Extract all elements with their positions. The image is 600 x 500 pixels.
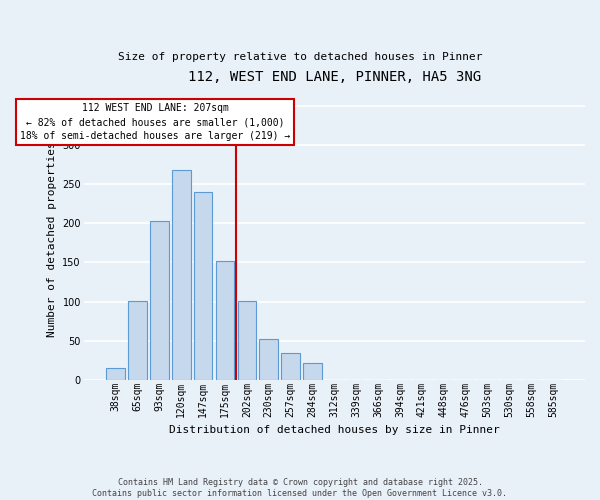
Bar <box>216 261 235 380</box>
Text: 112 WEST END LANE: 207sqm
← 82% of detached houses are smaller (1,000)
18% of se: 112 WEST END LANE: 207sqm ← 82% of detac… <box>20 104 290 142</box>
Text: Contains HM Land Registry data © Crown copyright and database right 2025.
Contai: Contains HM Land Registry data © Crown c… <box>92 478 508 498</box>
Bar <box>259 339 278 380</box>
Text: Size of property relative to detached houses in Pinner: Size of property relative to detached ho… <box>118 52 482 62</box>
X-axis label: Distribution of detached houses by size in Pinner: Distribution of detached houses by size … <box>169 425 500 435</box>
Bar <box>238 301 256 380</box>
Bar <box>106 368 125 380</box>
Bar <box>172 170 191 380</box>
Bar <box>281 352 300 380</box>
Bar <box>194 192 212 380</box>
Bar <box>150 221 169 380</box>
Bar <box>128 301 147 380</box>
Title: 112, WEST END LANE, PINNER, HA5 3NG: 112, WEST END LANE, PINNER, HA5 3NG <box>188 70 481 84</box>
Bar <box>303 363 322 380</box>
Y-axis label: Number of detached properties: Number of detached properties <box>47 141 57 336</box>
